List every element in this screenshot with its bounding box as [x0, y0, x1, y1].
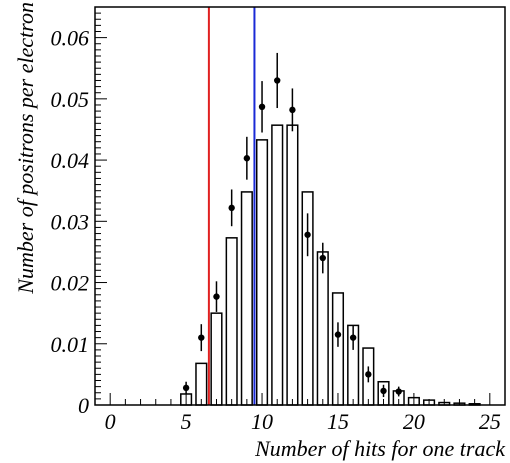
data-points [182, 52, 402, 398]
y-axis-label: Number of positrons per electron [13, 2, 38, 295]
x-axis-label: Number of hits for one track [254, 436, 506, 461]
y-tick-label: 0.01 [51, 332, 90, 357]
y-tick-label: 0.03 [51, 209, 90, 234]
histogram-bar [210, 312, 223, 406]
data-point [304, 231, 311, 238]
histogram-bar [225, 237, 238, 406]
data-point [258, 103, 266, 111]
plot-frame [94, 6, 506, 406]
y-tick-label: 0 [78, 393, 89, 418]
data-point [319, 254, 326, 262]
data-point [274, 77, 281, 84]
x-tick-label: 15 [327, 409, 349, 434]
data-point [365, 371, 372, 378]
data-point [243, 155, 251, 162]
data-point [380, 387, 387, 395]
x-tick-label: 10 [251, 409, 273, 434]
x-tick-label: 20 [403, 409, 425, 434]
y-tick-label: 0.05 [51, 87, 90, 112]
x-axis-ticks: 0 5 10 15 20 25 [94, 393, 506, 434]
y-tick-label: 0.06 [51, 26, 90, 51]
y-axis-ticks: 0 0.01 0.02 0.03 0.04 0.05 0.06 [51, 6, 107, 418]
histogram-bar [195, 362, 208, 406]
histogram-bar [331, 292, 345, 406]
data-point [395, 388, 402, 395]
x-tick-label: 25 [479, 409, 501, 434]
data-point [182, 384, 190, 392]
histogram-bars [180, 124, 481, 406]
data-point [198, 334, 205, 341]
x-tick-label: 5 [181, 409, 192, 434]
data-point [334, 331, 342, 338]
data-point [213, 293, 220, 300]
histogram-bar [240, 191, 253, 406]
y-tick-label: 0.02 [51, 271, 90, 296]
data-point [228, 204, 235, 212]
histogram-bar [271, 124, 284, 406]
threshold-lines [207, 7, 256, 405]
x-tick-label: 0 [105, 409, 116, 434]
histogram-bar [316, 251, 329, 406]
histogram-bar [255, 139, 269, 406]
data-point [289, 106, 296, 114]
y-tick-label: 0.04 [51, 148, 90, 173]
histogram-bar [286, 124, 299, 406]
data-point [349, 334, 357, 341]
